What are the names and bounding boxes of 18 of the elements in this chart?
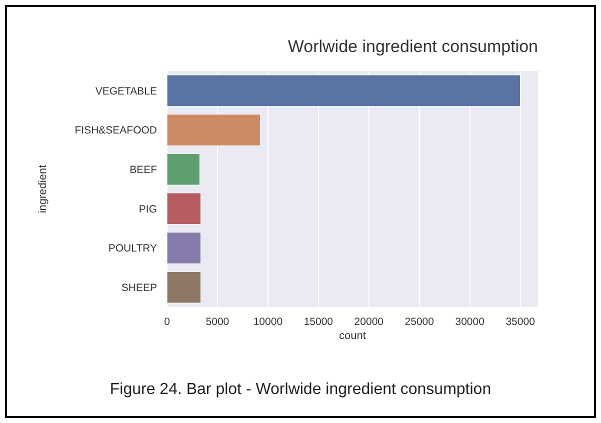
- caption: Figure 24. Bar plot - Worlwide ingredient consumption: [110, 381, 492, 398]
- x-tick-label: 25000: [404, 316, 434, 328]
- x-tick-label: 30000: [455, 316, 485, 328]
- y-tick-label: SHEEP: [121, 282, 157, 294]
- y-tick-label: BEEF: [130, 164, 157, 176]
- y-axis-title: ingredient: [37, 164, 49, 214]
- chart-title: Worlwide ingredient consumption: [288, 37, 538, 56]
- x-axis-title: count: [339, 330, 366, 342]
- x-tick-label: 5000: [206, 316, 230, 328]
- y-tick-label: PIG: [138, 203, 157, 216]
- x-tick-label: 20000: [354, 316, 384, 328]
- y-tick-label: VEGETABLE: [95, 85, 157, 98]
- x-tick-label: 35000: [506, 316, 536, 328]
- y-tick-label: FISH&SEAFOOD: [74, 124, 158, 137]
- x-tick-label: 15000: [304, 316, 334, 328]
- x-tick-label: 10000: [253, 316, 283, 328]
- y-tick-label: POULTRY: [108, 242, 157, 255]
- x-tick-label: 0: [164, 316, 170, 328]
